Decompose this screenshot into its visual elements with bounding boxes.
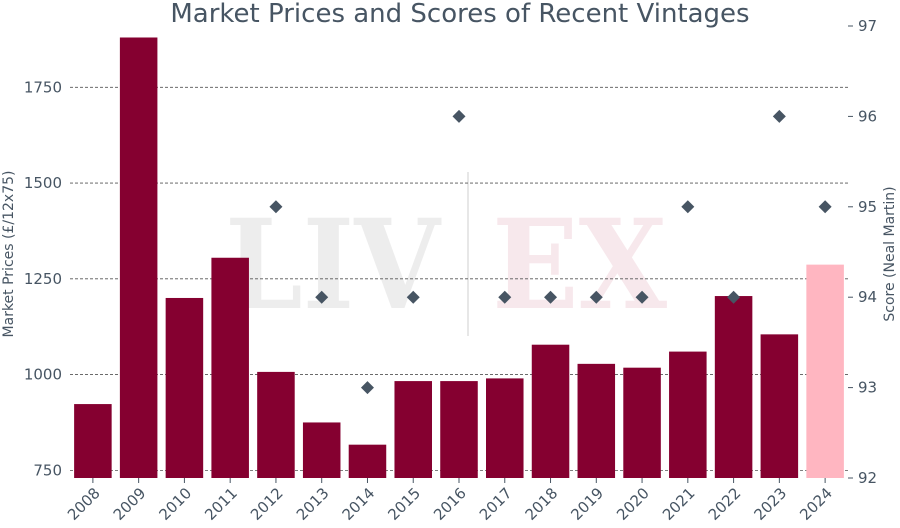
bar-2013 — [302, 422, 341, 478]
score-series — [269, 109, 832, 395]
bar-series — [74, 37, 844, 479]
bar-2020 — [623, 367, 661, 478]
watermark-ex: EX — [492, 193, 668, 338]
x-axis: 2008 2009 2010 2011 2012 2013 2014 2015 2016 2017… — [64, 478, 836, 524]
y-tick-label: 1750 — [24, 78, 62, 96]
y2-tick-label: 95 — [858, 198, 877, 216]
x-tick-label: 2020 — [613, 484, 653, 524]
x-tick-label: 2015 — [384, 484, 424, 524]
y2-tick-label: 97 — [858, 17, 877, 35]
x-tick-label: 2016 — [430, 484, 470, 524]
score-point-2012 — [269, 200, 283, 214]
x-tick-label: 2021 — [659, 484, 699, 524]
bar-2022 — [714, 296, 753, 478]
score-point-2013 — [315, 290, 329, 304]
bar-2011 — [211, 257, 249, 478]
bar-2016 — [440, 381, 478, 478]
bar-2012 — [257, 371, 295, 478]
y-tick-label: 1000 — [24, 366, 62, 384]
x-tick-label: 2008 — [64, 484, 104, 524]
bar-2023 — [760, 334, 799, 478]
x-tick-label: 2009 — [110, 484, 150, 524]
x-tick-label: 2019 — [567, 484, 607, 524]
x-tick-label: 2024 — [796, 484, 836, 524]
y-tick-label: 1250 — [24, 270, 62, 288]
bar-2021 — [669, 351, 707, 478]
score-point-2020 — [635, 290, 649, 304]
x-tick-label: 2011 — [201, 484, 241, 524]
score-point-2016 — [452, 109, 466, 123]
y2-tick-label: 93 — [858, 379, 877, 397]
score-point-2019 — [589, 290, 603, 304]
x-tick-label: 2017 — [476, 484, 516, 524]
score-point-2018 — [544, 290, 558, 304]
score-point-2024 — [818, 200, 832, 214]
watermark: LIV EX — [225, 172, 668, 338]
x-tick-label: 2018 — [522, 484, 562, 524]
bar-2009 — [119, 37, 158, 479]
y2-tick-label: 96 — [858, 107, 877, 125]
score-point-2017 — [498, 290, 512, 304]
score-point-2014 — [360, 381, 374, 395]
score-point-2015 — [406, 290, 420, 304]
score-point-2023 — [772, 109, 786, 123]
y-axis-right: 92 93 94 95 96 97 — [848, 17, 877, 487]
y-axis-left-label: Market Prices (£/12x75) — [1, 171, 17, 338]
bar-2014 — [348, 444, 387, 478]
bar-2010 — [165, 297, 204, 478]
y2-tick-label: 92 — [858, 469, 877, 487]
y2-tick-label: 94 — [858, 288, 877, 306]
bar-2018 — [531, 344, 570, 478]
x-tick-label: 2013 — [293, 484, 333, 524]
x-tick-label: 2012 — [247, 484, 287, 524]
bar-2024 — [806, 264, 844, 478]
score-point-2022 — [727, 290, 741, 304]
y-axis-left: 750 1000 1250 1500 1750 — [24, 78, 62, 479]
x-tick-label: 2022 — [705, 484, 745, 524]
bar-2015 — [394, 381, 432, 478]
y-tick-label: 1500 — [24, 174, 62, 192]
watermark-liv: LIV — [225, 193, 442, 338]
y-tick-label: 750 — [33, 461, 62, 479]
x-tick-label: 2010 — [156, 484, 196, 524]
y-axis-right-label: Score (Neal Martin) — [882, 186, 898, 321]
bar-2019 — [577, 363, 616, 478]
bar-2017 — [486, 378, 524, 478]
bar-2008 — [74, 404, 112, 478]
chart-title: Market Prices and Scores of Recent Vinta… — [170, 0, 749, 29]
x-tick-label: 2014 — [339, 484, 379, 524]
x-tick-label: 2023 — [750, 484, 790, 524]
score-point-2021 — [681, 200, 695, 214]
